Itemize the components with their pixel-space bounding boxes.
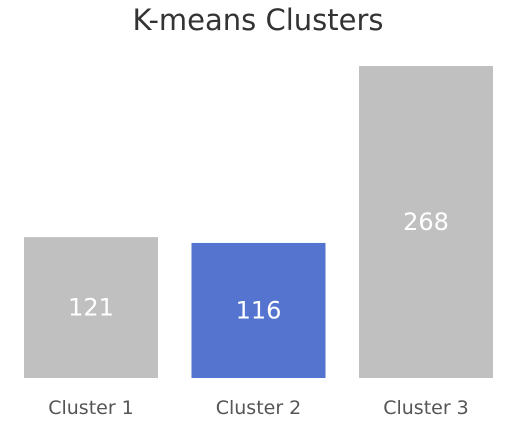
bar-value-label-1: 121	[68, 294, 114, 322]
bar-value-label-3: 268	[403, 208, 449, 236]
x-tick-label-3: Cluster 3	[383, 397, 469, 419]
x-tick-label-1: Cluster 1	[48, 397, 134, 419]
x-tick-label-2: Cluster 2	[216, 397, 302, 419]
x-axis-tick-labels: Cluster 1 Cluster 2 Cluster 3	[48, 397, 469, 419]
bar-value-label-2: 116	[236, 296, 282, 324]
chart-title: K-means Clusters	[132, 3, 383, 37]
